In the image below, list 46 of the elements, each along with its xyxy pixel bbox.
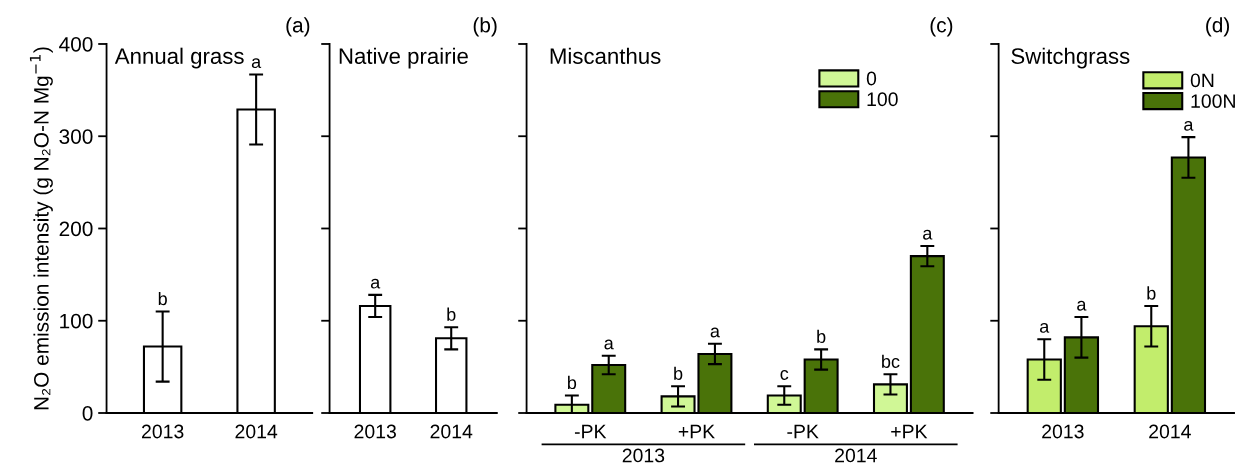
data-label: a — [251, 58, 262, 69]
data-label: b — [674, 366, 683, 380]
data-label: a — [923, 229, 933, 240]
data-label: a — [604, 339, 614, 350]
data-label: b — [817, 329, 826, 343]
data-label: b — [1147, 286, 1156, 300]
legend-label: 0 — [866, 71, 877, 86]
data-label: a — [370, 278, 381, 289]
chart-title: Annual grass — [114, 47, 244, 69]
x-tick-label: 2013 — [354, 424, 396, 439]
chart-title: Miscanthus — [550, 47, 661, 64]
data-label: a — [1184, 120, 1194, 131]
x-tick-label: 2013 — [1042, 424, 1084, 439]
data-label: b — [447, 307, 456, 321]
chart-title: Switchgrass — [1011, 47, 1130, 69]
y-tick-label: 200 — [59, 221, 93, 237]
data-label: b — [568, 375, 577, 390]
x-tick-label: 2014 — [430, 424, 473, 439]
y-tick-label: 100 — [60, 313, 93, 329]
text: 2014 — [835, 448, 877, 463]
legend-label: 0N — [1190, 73, 1214, 88]
chart-title: Native prairie — [339, 47, 468, 69]
data-label: bc — [882, 354, 900, 368]
legend-label: 100 — [867, 92, 898, 107]
x-tick-label: +PK — [678, 424, 715, 439]
text: (c) — [930, 17, 953, 37]
data-label: b — [158, 291, 167, 306]
y-tick-label: 300 — [59, 129, 93, 144]
data-label: a — [1077, 300, 1087, 311]
x-tick-label: 2014 — [235, 424, 278, 439]
x-tick-label: 2014 — [1149, 424, 1191, 439]
y-tick-label: 0 — [82, 406, 93, 421]
y-tick-label: 400 — [59, 36, 93, 52]
y-axis-title: N₂O emission intensity (g N₂O-N Mg$^{−1}$) — [29, 47, 53, 410]
data-label: a — [710, 327, 720, 338]
text: (b) — [473, 17, 497, 37]
text: (d) — [1206, 17, 1229, 37]
legend-label: 100N — [1191, 94, 1235, 108]
data-label: c — [780, 370, 789, 380]
x-tick-label: -PK — [787, 424, 819, 439]
x-tick-label: -PK — [574, 424, 607, 439]
x-tick-label: +PK — [891, 424, 928, 439]
x-tick-label: 2013 — [142, 424, 184, 439]
text: (a) — [286, 17, 310, 37]
text: 2013 — [622, 448, 665, 463]
data-label: a — [1040, 322, 1050, 333]
